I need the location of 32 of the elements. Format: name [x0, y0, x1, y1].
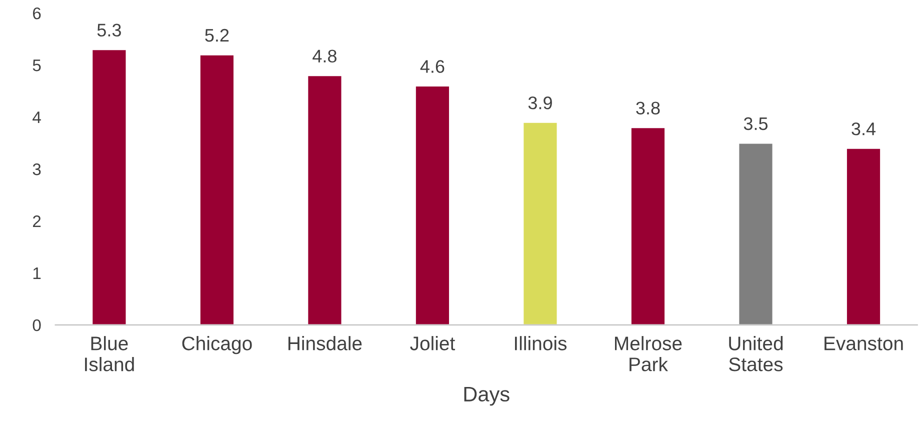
bar — [738, 142, 774, 325]
data-label: 3.5 — [744, 117, 768, 130]
bar — [306, 74, 343, 325]
x-tick-label: Melrose Park — [615, 336, 682, 372]
x-tick-label: Evanston — [824, 336, 903, 350]
y-tick-label: 1 — [33, 268, 41, 279]
y-tick-label: 5 — [32, 60, 41, 72]
x-tick-label: Joliet — [410, 336, 456, 350]
bar — [414, 85, 450, 325]
x-tick-label: Hinsdale — [288, 336, 362, 350]
y-tick-label: 3 — [32, 163, 41, 176]
y-tick-label: 6 — [33, 7, 41, 20]
data-label: 5.2 — [205, 28, 229, 42]
bar — [846, 148, 882, 325]
data-label: 3.4 — [852, 122, 876, 136]
x-tick-label: Illinois — [515, 336, 567, 350]
data-label: 3.8 — [636, 102, 660, 114]
data-label: 4.8 — [312, 50, 336, 63]
data-label: 4.6 — [420, 60, 444, 73]
bar — [630, 126, 666, 325]
bar — [91, 48, 128, 325]
x-tick-label: Chicago — [182, 336, 252, 354]
data-label: 3.9 — [528, 96, 552, 110]
y-tick-label: 0 — [32, 319, 41, 332]
x-tick-label: Blue Island — [85, 336, 134, 372]
data-label: 5.3 — [97, 24, 121, 37]
x-axis-title: Days — [464, 387, 510, 406]
bar — [522, 122, 558, 325]
x-tick-label: United States — [729, 336, 783, 372]
y-tick-label: 2 — [33, 215, 41, 228]
bar — [199, 54, 235, 325]
y-tick-label: 4 — [32, 112, 41, 124]
